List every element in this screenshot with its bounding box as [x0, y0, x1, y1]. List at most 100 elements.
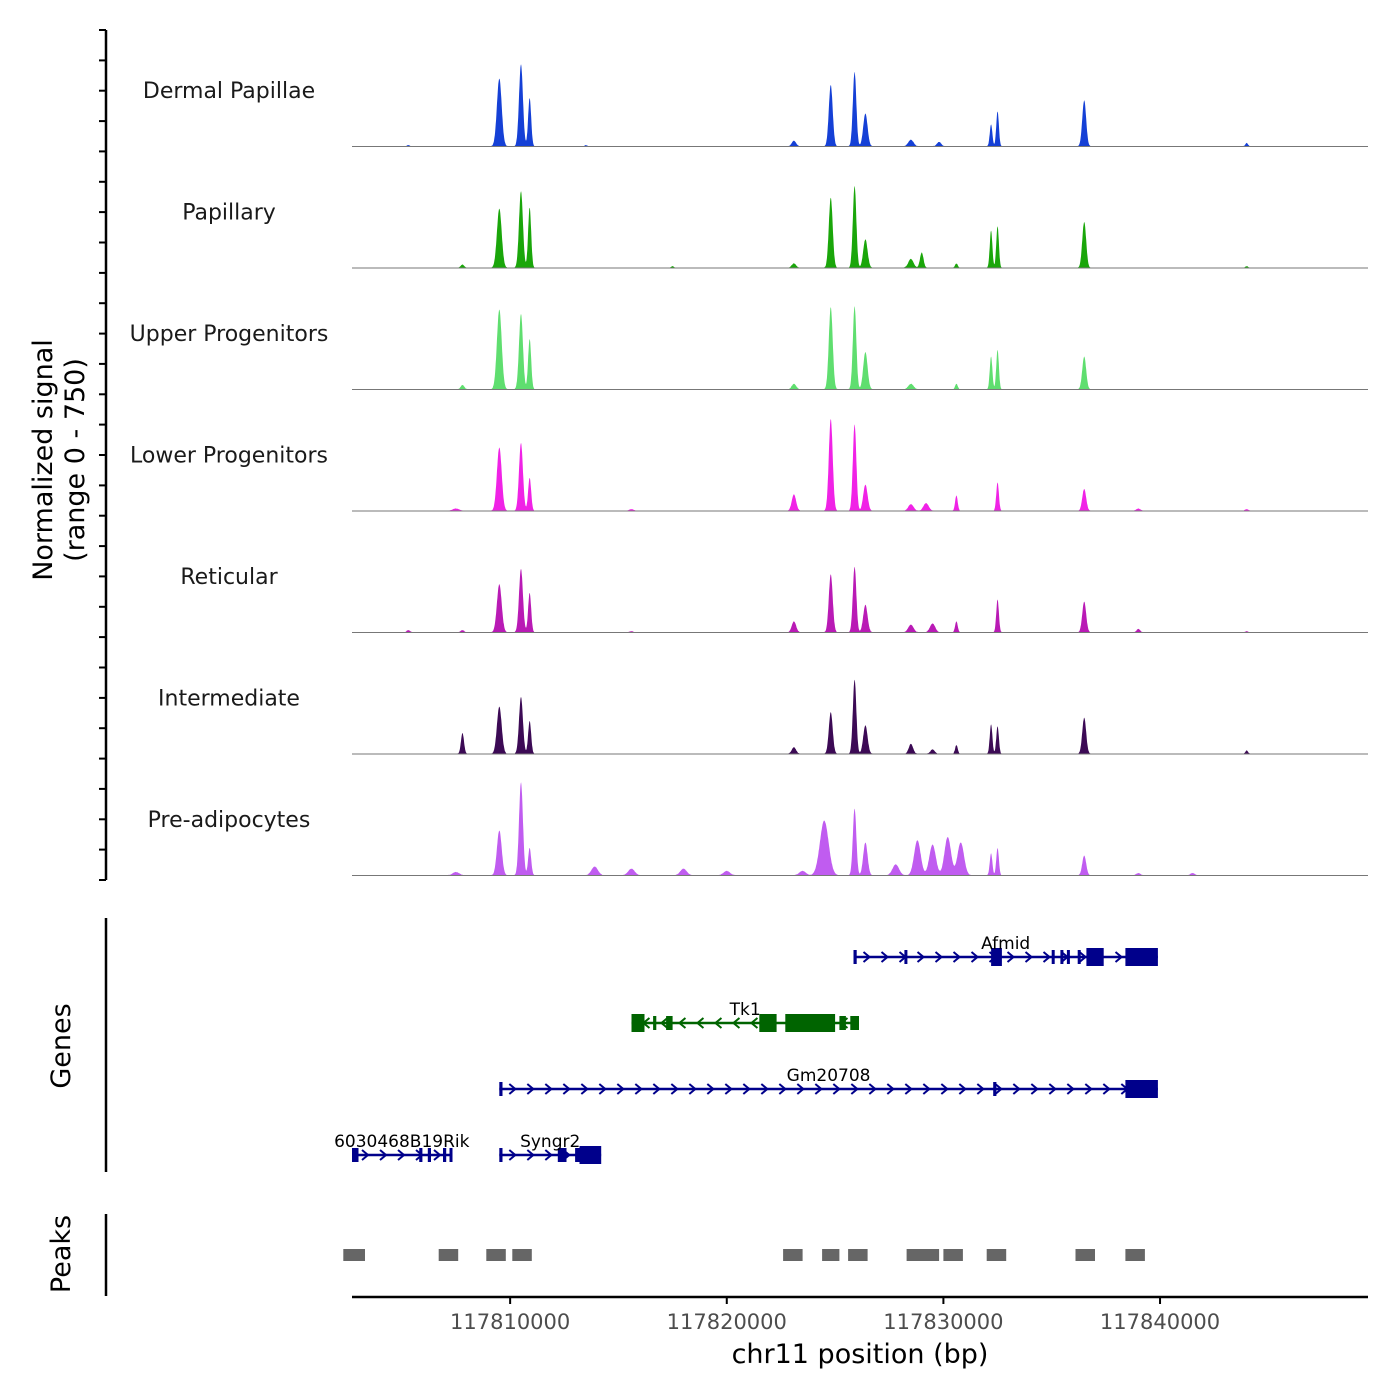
strand-arrow	[850, 1083, 859, 1095]
strand-arrow	[1066, 1083, 1075, 1095]
strand-arrow	[526, 1083, 535, 1095]
exon	[839, 1016, 846, 1030]
y-axis-title-text: Normalized signal(range 0 - 750)	[28, 339, 91, 581]
track-lower-progenitors	[352, 419, 1368, 512]
peak-region	[1075, 1249, 1095, 1261]
strand-arrow	[713, 1017, 723, 1029]
exon	[499, 1148, 503, 1162]
track-label-dermal-papillae: Dermal Papillae	[143, 79, 315, 104]
x-tick-label: 117810000	[450, 1310, 570, 1334]
exon	[427, 1148, 431, 1162]
track-dermal-papillae	[352, 64, 1368, 147]
gene-6030468b19rik: 6030468B19Rik	[334, 1132, 470, 1162]
x-axis: 117810000 117820000 117830000 117840000 chr1…	[352, 1295, 1368, 1370]
gene-syngr2: Syngr2	[499, 1132, 602, 1164]
gene-label-6030468b19rik: 6030468B19Rik	[334, 1132, 470, 1152]
exon	[853, 950, 857, 964]
track-label-intermediate: Intermediate	[158, 686, 300, 711]
track-reticular	[352, 566, 1368, 633]
signal-area-dermal-papillae	[401, 64, 1269, 147]
gene-tk1: Tk1	[631, 1000, 859, 1032]
gene-afmid: Afmid	[853, 934, 1158, 966]
strand-arrow	[1024, 951, 1034, 963]
peak-region	[848, 1249, 868, 1261]
strand-arrow	[1084, 1083, 1093, 1095]
y-axis-title-line: (range 0 - 750)	[60, 358, 91, 562]
exon	[419, 1148, 423, 1162]
strand-arrow	[760, 1083, 769, 1095]
strand-arrow	[1042, 951, 1052, 963]
strand-arrow	[580, 1083, 589, 1095]
strand-arrow	[1030, 1083, 1039, 1095]
x-axis-title: chr11 position (bp)	[732, 1339, 989, 1370]
strand-arrow	[886, 1083, 895, 1095]
track-pre-adipocytes	[352, 782, 1368, 876]
track-labels: Dermal Papillae Papillary Upper Progenitor…	[130, 79, 329, 833]
strand-arrow	[868, 1083, 877, 1095]
strand-arrow	[688, 1083, 697, 1095]
y-axis	[99, 29, 108, 881]
track-label-lower-progenitors: Lower Progenitors	[130, 443, 328, 468]
exon	[850, 1016, 859, 1030]
exon	[443, 1148, 447, 1162]
strand-arrow	[796, 1083, 805, 1095]
x-tick-label: 117830000	[883, 1310, 1003, 1334]
strand-arrow	[994, 1083, 1003, 1095]
signal-area-reticular	[401, 566, 1269, 633]
peak-region	[822, 1249, 840, 1261]
strand-arrow	[379, 1149, 388, 1161]
strand-arrow	[695, 1017, 705, 1029]
track-label-pre-adipocytes: Pre-adipocytes	[148, 808, 311, 833]
peak-region	[1125, 1249, 1145, 1261]
peak-region	[486, 1249, 506, 1261]
strand-arrow	[976, 1083, 985, 1095]
strand-arrow	[397, 1149, 406, 1161]
peak-region	[906, 1249, 940, 1261]
signal-area-upper-progenitors	[401, 306, 1269, 390]
peak-region	[783, 1249, 803, 1261]
strand-arrow	[724, 1083, 733, 1095]
exon	[666, 1016, 673, 1030]
strand-arrow	[544, 1083, 553, 1095]
gene-label-tk1: Tk1	[729, 1000, 761, 1020]
strand-arrow	[652, 1083, 661, 1095]
exon	[1086, 948, 1104, 966]
strand-arrow	[634, 1083, 643, 1095]
gene-label-afmid: Afmid	[981, 934, 1030, 954]
track-label-reticular: Reticular	[180, 565, 278, 590]
peak-region	[343, 1249, 365, 1261]
strand-arrow	[361, 1149, 370, 1161]
signal-area-intermediate	[401, 679, 1269, 754]
strand-arrow	[862, 951, 872, 963]
strand-arrow	[616, 1083, 625, 1095]
signal-tracks	[352, 64, 1368, 876]
gene-label-gm20708: Gm20708	[787, 1066, 871, 1086]
exon	[1066, 950, 1070, 964]
y-axis-title-line: Normalized signal	[28, 339, 59, 581]
track-intermediate	[352, 679, 1368, 755]
strand-arrow	[1012, 1083, 1021, 1095]
strand-arrow	[677, 1017, 687, 1029]
genes-panel-title: Genes	[46, 1003, 77, 1088]
peak-region	[438, 1249, 459, 1261]
exon	[1125, 1080, 1158, 1098]
strand-arrow	[904, 1083, 913, 1095]
strand-arrow	[832, 1083, 841, 1095]
peak-region	[943, 1249, 963, 1261]
strand-arrow	[598, 1083, 607, 1095]
x-tick-label: 117840000	[1100, 1310, 1220, 1334]
strand-arrow	[731, 1017, 741, 1029]
exon	[991, 948, 1002, 966]
exon	[352, 1148, 359, 1162]
strand-arrow	[1006, 951, 1016, 963]
strand-arrow	[544, 1149, 553, 1161]
strand-arrow	[922, 1083, 931, 1095]
exon	[759, 1014, 777, 1032]
strand-arrow	[1102, 1083, 1111, 1095]
signal-area-lower-progenitors	[401, 419, 1269, 511]
peaks-panel-title: Peaks	[46, 1215, 77, 1293]
signal-area-pre-adipocytes	[401, 782, 1269, 876]
track-label-papillary: Papillary	[182, 200, 276, 225]
